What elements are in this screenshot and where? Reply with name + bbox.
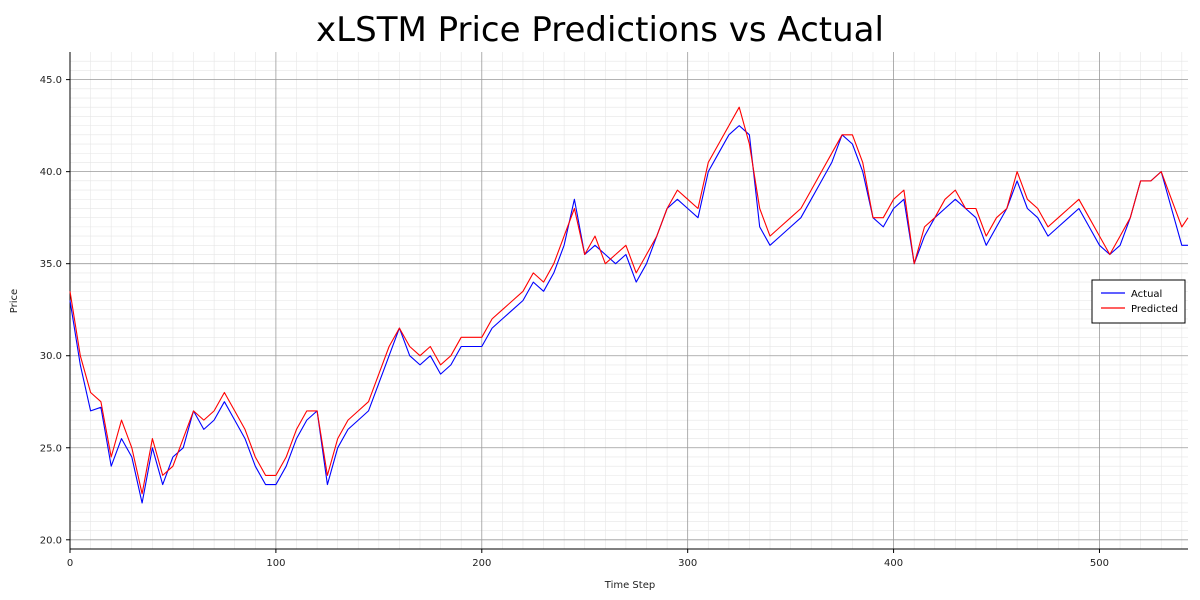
x-tick-label: 500 [1090, 558, 1109, 569]
series-layer [69, 106, 1189, 504]
chart-title: xLSTM Price Predictions vs Actual [316, 10, 884, 50]
x-tick-label: 400 [884, 558, 903, 569]
x-tick-label: 100 [266, 558, 285, 569]
series-predicted-line [69, 106, 1189, 495]
legend-label-predicted: Predicted [1131, 304, 1178, 315]
y-tick-label: 35.0 [40, 259, 62, 270]
x-ticks: 0 100 200 300 400 500 [67, 549, 1109, 569]
y-tick-label: 25.0 [40, 443, 62, 454]
y-tick-label: 20.0 [40, 535, 62, 546]
minor-grid [70, 52, 1188, 549]
x-tick-label: 0 [67, 558, 73, 569]
y-axis-label: Price [9, 289, 20, 313]
y-tick-label: 45.0 [40, 75, 62, 86]
legend-label-actual: Actual [1131, 289, 1162, 300]
x-tick-label: 300 [678, 558, 697, 569]
legend: Actual Predicted [1091, 279, 1186, 324]
major-grid [69, 52, 1188, 549]
y-tick-label: 30.0 [40, 351, 62, 362]
x-tick-label: 200 [472, 558, 491, 569]
y-tick-label: 40.0 [40, 167, 62, 178]
y-ticks: 20.0 25.0 30.0 35.0 40.0 45.0 [40, 75, 70, 546]
x-axis-label: Time Step [604, 580, 655, 591]
legend-box [1091, 279, 1186, 324]
series-actual-line [69, 125, 1188, 504]
